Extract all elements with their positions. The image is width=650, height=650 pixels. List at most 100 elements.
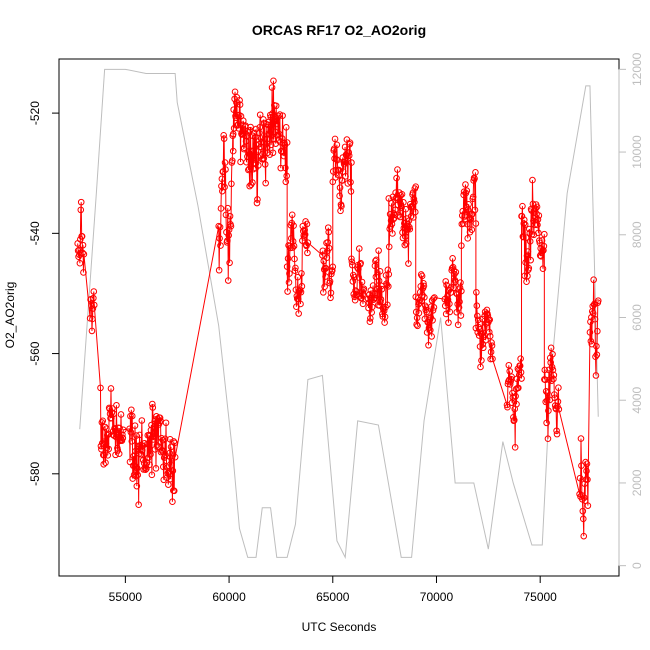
- x-tick-label: 75000: [523, 590, 557, 604]
- o2-point: [418, 272, 426, 280]
- o2-point: [322, 273, 329, 280]
- o2-point: [79, 249, 86, 257]
- o2-point: [401, 233, 409, 240]
- o2-point: [369, 282, 377, 289]
- o2-point: [420, 280, 427, 287]
- o2-point: [264, 121, 272, 129]
- o2-point: [468, 226, 476, 234]
- o2-point: [414, 322, 421, 330]
- o2-point: [284, 255, 292, 262]
- o2-point: [472, 169, 479, 176]
- y2-tick-label: 8000: [630, 221, 644, 248]
- o2-point: [240, 144, 248, 152]
- o2-point: [372, 257, 379, 265]
- o2-point: [127, 428, 135, 436]
- o2-point: [217, 242, 224, 249]
- o2-point: [244, 148, 252, 156]
- o2-point: [446, 300, 453, 308]
- y2-tick-label: 6000: [630, 304, 644, 331]
- o2-point: [542, 388, 550, 395]
- o2-point: [249, 179, 256, 186]
- o2-point: [272, 102, 280, 110]
- y2-tick-label: 12000: [630, 52, 644, 86]
- o2-point: [104, 430, 112, 438]
- o2-point: [372, 273, 380, 281]
- o2-point: [385, 283, 392, 290]
- o2-point: [169, 467, 177, 475]
- o2-point: [518, 375, 525, 382]
- o2-point: [376, 267, 384, 275]
- o2-point: [301, 226, 308, 234]
- o2-point: [592, 372, 600, 379]
- o2-point: [329, 263, 337, 271]
- o2-point: [488, 342, 496, 349]
- o2-point: [352, 287, 359, 294]
- o2-point: [260, 155, 268, 162]
- o2-point: [442, 310, 450, 318]
- o2-point: [388, 220, 396, 228]
- o2-point: [235, 125, 243, 132]
- o2-point: [413, 321, 420, 328]
- o2-point: [161, 435, 169, 443]
- o2-point: [290, 222, 297, 230]
- o2-point: [577, 435, 585, 442]
- o2-point: [459, 220, 467, 227]
- o2-point: [247, 123, 254, 131]
- o2-point: [508, 373, 515, 380]
- o2-point: [331, 135, 339, 143]
- o2-point: [251, 133, 259, 141]
- o2-point: [486, 316, 494, 324]
- o2-point: [587, 337, 595, 345]
- o2-point: [541, 376, 549, 384]
- o2-point: [345, 152, 353, 159]
- o2-point: [594, 327, 601, 335]
- x-axis-label: UTC Seconds: [302, 620, 377, 634]
- o2-point: [535, 229, 542, 237]
- o2-point: [277, 164, 285, 172]
- o2-point: [89, 305, 97, 312]
- y2-tick-label: 4000: [630, 387, 644, 414]
- o2-point: [456, 298, 463, 306]
- o2-point: [544, 435, 552, 443]
- o2-point: [592, 353, 599, 361]
- y2-tick-label: 0: [630, 562, 644, 569]
- o2-point: [165, 467, 173, 475]
- o2-point: [583, 460, 591, 468]
- o2-point: [248, 153, 256, 160]
- o2-point: [280, 152, 288, 160]
- o2-point: [547, 359, 554, 366]
- o2-series-layer: [74, 77, 602, 540]
- o2-point: [229, 157, 236, 165]
- o2-point: [360, 285, 368, 293]
- o2-point: [297, 300, 304, 308]
- o2-point: [291, 255, 298, 263]
- y-tick-label: -520: [28, 101, 42, 125]
- o2-point: [346, 139, 354, 146]
- o2-point: [148, 421, 155, 429]
- o2-point: [550, 375, 557, 383]
- o2-point: [430, 295, 437, 302]
- o2-point: [290, 242, 298, 250]
- o2-point: [254, 196, 261, 203]
- o2-point: [229, 147, 237, 155]
- o2-point: [285, 279, 293, 286]
- o2-point: [99, 417, 107, 425]
- o2-point: [579, 515, 587, 523]
- o2-point: [324, 238, 332, 246]
- o2-point: [366, 291, 373, 298]
- o2-point: [280, 148, 287, 156]
- o2-point: [524, 248, 532, 255]
- o2-point: [548, 363, 556, 371]
- o2-point: [523, 252, 531, 260]
- o2-point: [350, 273, 358, 281]
- o2-point: [377, 298, 384, 306]
- o2-point: [78, 232, 86, 240]
- o2-point: [143, 465, 150, 472]
- o2-point: [358, 294, 365, 302]
- o2-point: [348, 159, 355, 166]
- o2-point: [266, 151, 274, 158]
- x-tick-label: 65000: [316, 590, 350, 604]
- o2-point: [119, 434, 127, 442]
- o2-point: [402, 240, 410, 247]
- o2-point: [395, 212, 403, 219]
